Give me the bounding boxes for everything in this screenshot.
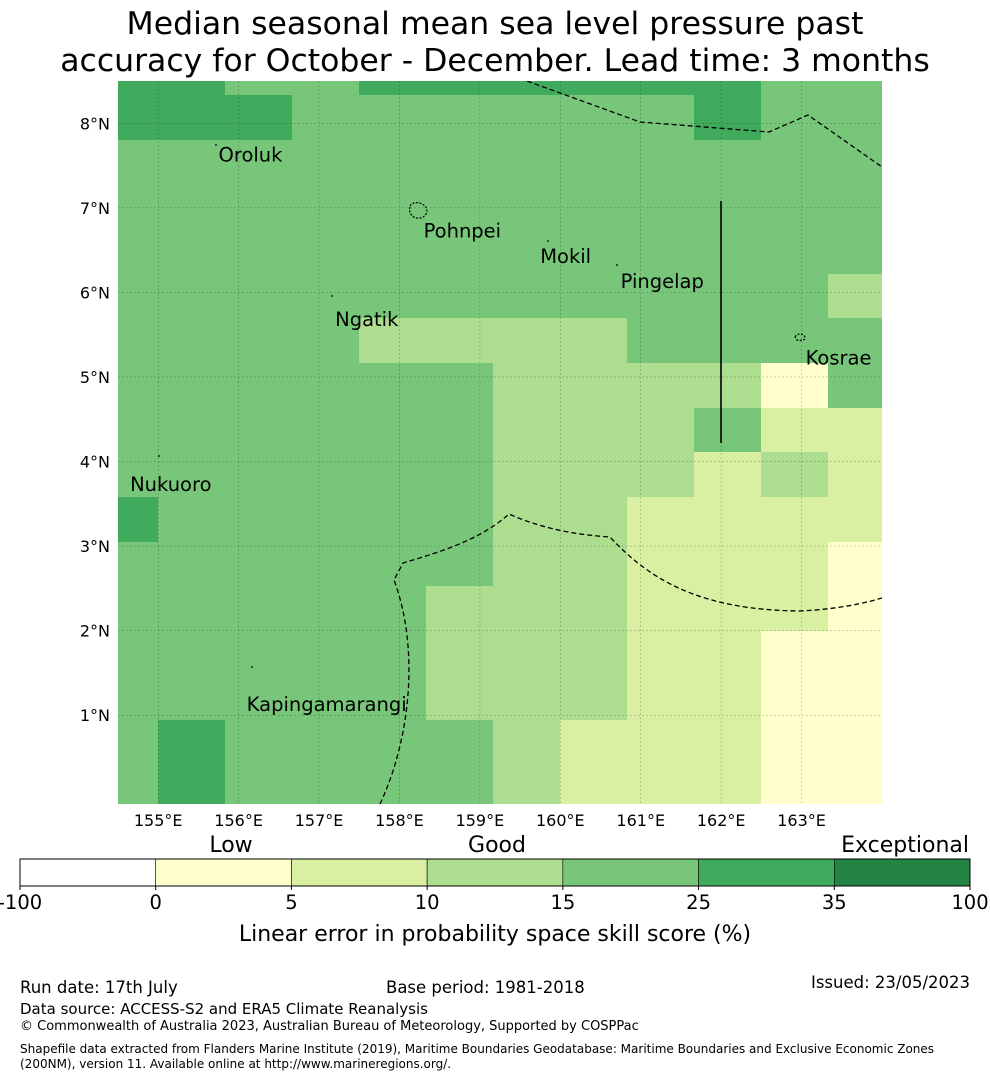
colorbar-tick-label: 5 — [285, 891, 297, 914]
run-date: Run date: 17th July — [20, 978, 178, 997]
grid-cell — [118, 81, 225, 95]
latitude-tick-label: 2°N — [80, 622, 110, 641]
grid-cell — [828, 542, 882, 631]
latitude-tick-label: 4°N — [80, 453, 110, 472]
skill-grid — [118, 81, 882, 804]
atoll-marker — [251, 666, 253, 668]
colorbar-tick-label: 10 — [415, 891, 440, 914]
skill-map-figure: Oroluk Pohnpei Mokil Pingelap Ngatik Kosrae Nu… — [0, 81, 989, 947]
colorbar-tick-label: 100 — [951, 891, 988, 914]
latitude-tick-label: 8°N — [80, 114, 110, 133]
kosrae-island-outline — [794, 333, 806, 341]
grid-cell — [118, 95, 292, 140]
atoll-marker — [331, 295, 333, 297]
latitude-tick-labels: 1°N 2°N 3°N 4°N 5°N 6°N 7°N 8°N — [80, 114, 110, 725]
place-label: Kapingamarangi — [247, 693, 407, 716]
atoll-marker — [215, 144, 217, 146]
place-label: Pingelap — [621, 270, 704, 293]
colorbar-swatch — [562, 858, 699, 887]
latitude-tick-label: 5°N — [80, 368, 110, 387]
grid-cell — [694, 408, 761, 452]
colorbar-outline — [19, 858, 971, 887]
place-label: Nukuoro — [130, 473, 211, 496]
eez-boundary-south — [379, 513, 882, 804]
eez-boundaries — [379, 81, 882, 804]
colorbar: Low Good Exceptional -100 0 5 10 15 25 35 100 L… — [0, 833, 989, 947]
longitude-tick-label: 158°E — [375, 811, 424, 830]
longitude-tick-label: 160°E — [536, 811, 585, 830]
atoll-marker — [547, 240, 549, 242]
legend-category-good: Good — [468, 833, 526, 858]
latitude-tick-label: 7°N — [80, 199, 110, 218]
place-labels: Oroluk Pohnpei Mokil Pingelap Ngatik Kosrae Nu… — [130, 143, 871, 716]
legend-category-low: Low — [209, 833, 252, 858]
latitude-tick-label: 3°N — [80, 537, 110, 556]
place-label: Kosrae — [806, 346, 872, 369]
grid-cell — [627, 631, 761, 720]
base-period: Base period: 1981-2018 — [386, 978, 585, 997]
grid-cell — [158, 720, 225, 804]
place-label: Mokil — [540, 245, 591, 268]
copyright: © Commonwealth of Australia 2023, Austra… — [20, 1019, 639, 1034]
grid-cell — [359, 318, 627, 363]
longitude-tick-label: 157°E — [295, 811, 344, 830]
colorbar-tick-label: -100 — [0, 891, 42, 914]
place-label: Oroluk — [219, 143, 284, 166]
colorbar-tick-label: 0 — [150, 891, 162, 914]
atoll-marker — [616, 264, 618, 266]
colorbar-swatch — [426, 858, 564, 887]
colorbar-tick-label: 15 — [550, 891, 575, 914]
place-label: Ngatik — [335, 308, 399, 331]
grid-cell — [627, 497, 882, 542]
grid-cell — [828, 363, 882, 408]
longitude-tick-labels: 155°E 156°E 157°E 158°E 159°E 160°E 161°E 162°E… — [134, 811, 826, 830]
colorbar-swatch — [698, 858, 835, 887]
colorbar-label: Linear error in probability space skill … — [239, 922, 751, 947]
grid-cell — [761, 452, 828, 497]
longitude-tick-label: 155°E — [134, 811, 183, 830]
grid-cell — [761, 631, 882, 804]
grid-cell — [761, 408, 882, 452]
grid-cell — [493, 720, 560, 804]
colorbar-tick-label: 35 — [822, 891, 847, 914]
latitude-tick-label: 1°N — [80, 706, 110, 725]
shapefile-credit: Shapefile data extracted from Flanders M… — [20, 1042, 935, 1071]
colorbar-swatch — [155, 858, 292, 887]
longitude-tick-label: 161°E — [616, 811, 665, 830]
map-title: Median seasonal mean sea level pressure … — [0, 6, 990, 80]
grid-cell — [828, 452, 882, 497]
legend-category-exceptional: Exceptional — [841, 833, 969, 858]
grid-cell — [828, 274, 882, 318]
grid-cell — [694, 452, 761, 497]
grid-cell — [359, 81, 694, 95]
title-line-1: Median seasonal mean sea level pressure … — [126, 6, 864, 42]
grid-cell — [694, 81, 761, 140]
grid-cell — [761, 363, 828, 408]
longitude-tick-label: 163°E — [777, 811, 826, 830]
atoll-marker — [158, 455, 160, 457]
atoll-markers — [158, 144, 618, 668]
grid-cell — [426, 586, 493, 720]
colorbar-swatch — [291, 858, 428, 887]
longitude-tick-label: 156°E — [214, 811, 263, 830]
island-outlines — [409, 202, 806, 341]
longitude-tick-label: 159°E — [456, 811, 505, 830]
grid-cell — [627, 542, 828, 631]
issued-date: Issued: 23/05/2023 — [810, 973, 970, 992]
colorbar-tick-labels: -100 0 5 10 15 25 35 100 — [0, 886, 989, 914]
grid-cell — [118, 497, 158, 542]
colorbar-swatch — [833, 858, 971, 887]
grid-cell — [560, 720, 761, 804]
colorbar-swatch — [19, 858, 157, 887]
latitude-tick-label: 6°N — [80, 283, 110, 302]
colorbar-swatches — [19, 858, 971, 887]
eez-boundary-north — [526, 81, 882, 168]
place-label: Pohnpei — [424, 219, 502, 242]
title-line-2: accuracy for October - December. Lead ti… — [60, 43, 930, 79]
longitude-tick-label: 162°E — [697, 811, 746, 830]
colorbar-tick-label: 25 — [686, 891, 711, 914]
grid-cell — [493, 497, 627, 720]
pohnpei-island-outline — [409, 202, 428, 219]
data-source: Data source: ACCESS-S2 and ERA5 Climate … — [20, 1000, 428, 1018]
